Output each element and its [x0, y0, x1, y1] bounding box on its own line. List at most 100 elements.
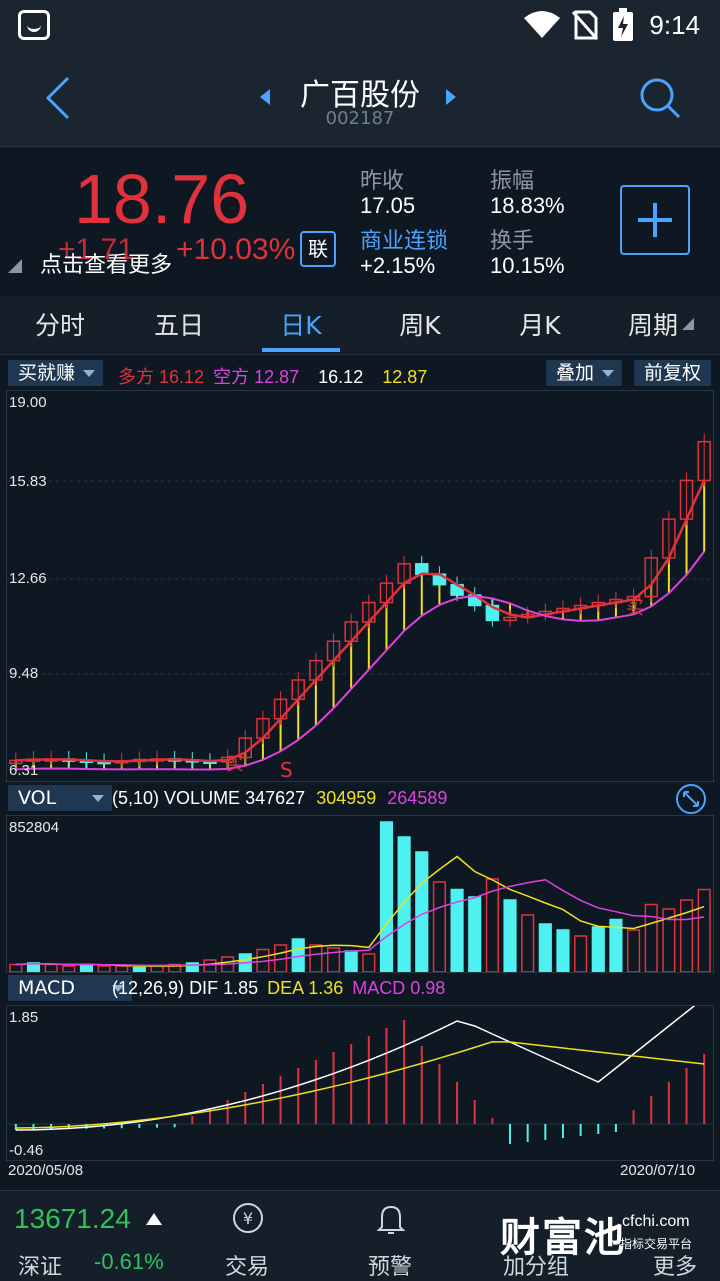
volume-bar	[644, 903, 658, 973]
sell-marker: S	[280, 758, 293, 782]
kline-legend: 多方 16.12 空方 12.87 16.12 12.87	[118, 363, 427, 389]
status-time: 9:14	[649, 10, 700, 40]
bear-value: 12.87	[254, 367, 300, 387]
bull-value: 16.12	[159, 367, 205, 387]
add-watchlist-button[interactable]	[620, 185, 690, 255]
price-change: +1.71	[58, 233, 134, 266]
volume-bar	[203, 959, 217, 973]
quote-panel[interactable]: 18.76 +1.71 +10.03% 联 点击查看更多 昨收 17.05 商业…	[0, 147, 720, 293]
index-value[interactable]: 13671.24	[14, 1203, 131, 1234]
back-icon[interactable]	[44, 76, 74, 120]
vol-label: VOLUME	[164, 788, 241, 808]
nav-add-group[interactable]: 加分组	[486, 1191, 586, 1281]
macd-axis-bottom: -0.46	[9, 1142, 44, 1159]
vol-indicator-dropdown[interactable]: VOL	[8, 785, 112, 811]
watermark-logo: 财富池	[500, 1215, 626, 1261]
next-stock-icon[interactable]	[444, 88, 458, 106]
period-tabs: 分时 五日 日K 周K 月K 周期	[0, 296, 720, 355]
no-sim-icon	[572, 10, 598, 40]
nav-alert[interactable]: 预警	[340, 1191, 440, 1281]
nav-trade[interactable]: ¥ 交易	[197, 1191, 297, 1281]
kline-chart	[7, 433, 713, 771]
kline-indicator-dropdown[interactable]: 买就赚	[8, 360, 104, 386]
battery-charging-icon	[613, 8, 633, 41]
volume-bar	[697, 888, 711, 973]
dea-line	[15, 1040, 705, 1129]
nav-alert-label: 预警	[367, 1255, 412, 1280]
kline-axis-label: 15.83	[9, 473, 47, 490]
macd-value: 0.98	[410, 978, 446, 998]
kline-indicator-label: 买就赚	[18, 362, 76, 384]
chevron-down-icon	[83, 370, 96, 377]
vol-legend: (5,10) VOLUME 347627 304959 264589	[112, 788, 447, 809]
index-up-icon	[146, 1213, 162, 1225]
stock-name: 广百股份	[300, 78, 420, 113]
tab-weekly-k[interactable]: 周K	[399, 311, 441, 340]
volume-bar	[379, 821, 394, 973]
volume-bar	[44, 963, 58, 973]
tab-five-day[interactable]: 五日	[153, 311, 204, 340]
index-name: 深证	[18, 1255, 63, 1280]
macd-chart-panel[interactable]	[6, 997, 714, 1161]
date-end: 2020/07/10	[620, 1162, 696, 1179]
more-tip[interactable]: 点击查看更多	[40, 253, 173, 278]
stock-code: 002187	[325, 108, 395, 129]
adjust-button[interactable]: 前复权	[634, 360, 712, 386]
volume-bar	[97, 965, 111, 973]
volume-bar	[132, 966, 146, 973]
search-icon[interactable]	[638, 76, 682, 120]
nav-more-label: 更多	[652, 1255, 697, 1280]
volume-bar	[503, 899, 517, 973]
volume-bar	[150, 965, 164, 973]
bull-line	[15, 479, 706, 763]
volume-bar	[9, 963, 23, 973]
status-bar: 9:14	[0, 0, 720, 52]
stock-header: 广百股份 002187	[0, 52, 720, 147]
overlay-label: 叠加	[556, 362, 595, 384]
link-badge[interactable]: 联	[300, 231, 336, 267]
fullscreen-icon[interactable]	[674, 783, 708, 815]
dif-line	[15, 997, 705, 1131]
macd-label: MACD	[352, 978, 406, 998]
macd-chart	[7, 997, 713, 1144]
dif-label: DIF	[189, 978, 219, 998]
volume-bar	[115, 965, 129, 973]
volume-bar	[468, 896, 482, 973]
volume-chart	[9, 821, 711, 973]
watermark-sub: 指标交易平台	[620, 1237, 693, 1251]
sector-label[interactable]: 商业连锁	[360, 229, 449, 254]
tab-monthly-k[interactable]: 月K	[519, 311, 561, 340]
last-price: 18.76	[74, 160, 250, 238]
amplitude-label: 振幅	[490, 169, 535, 194]
volume-chart-panel[interactable]	[6, 815, 714, 973]
volume-bar	[574, 935, 588, 973]
chevron-down-icon	[92, 795, 104, 802]
chevron-down-icon	[112, 985, 124, 992]
volume-bar	[521, 914, 535, 973]
wifi-icon	[524, 11, 560, 38]
macd-indicator-label: MACD	[18, 977, 75, 999]
bell-icon	[376, 1205, 406, 1234]
tab-daily-k[interactable]: 日K	[280, 311, 322, 340]
volume-bar	[432, 881, 447, 973]
nav-more[interactable]: 更多	[630, 1191, 720, 1281]
volume-bar	[397, 836, 411, 973]
nav-add-group-label: 加分组	[502, 1255, 569, 1280]
sector-change: +2.15%	[360, 253, 436, 278]
overlay-dropdown[interactable]: 叠加	[546, 360, 623, 386]
volume-bar	[79, 963, 93, 973]
macd-indicator-dropdown[interactable]: MACD	[8, 975, 132, 1001]
vol-params: (5,10)	[112, 788, 160, 808]
kline-axis-label: 12.66	[9, 570, 47, 587]
kline-chart-panel[interactable]	[6, 390, 714, 782]
line-value-white: 16.12	[318, 367, 364, 387]
macd-params: (12,26,9)	[112, 978, 185, 998]
app-notification-icon	[18, 10, 50, 40]
prev-stock-icon[interactable]	[258, 88, 272, 106]
volume-bar	[556, 929, 570, 973]
tab-intraday[interactable]: 分时	[34, 311, 85, 340]
tab-period[interactable]: 周期	[627, 311, 678, 340]
kline-axis-label: 19.00	[9, 394, 47, 411]
svg-text:¥: ¥	[243, 1209, 253, 1228]
macd-axis-top: 1.85	[9, 1009, 39, 1026]
